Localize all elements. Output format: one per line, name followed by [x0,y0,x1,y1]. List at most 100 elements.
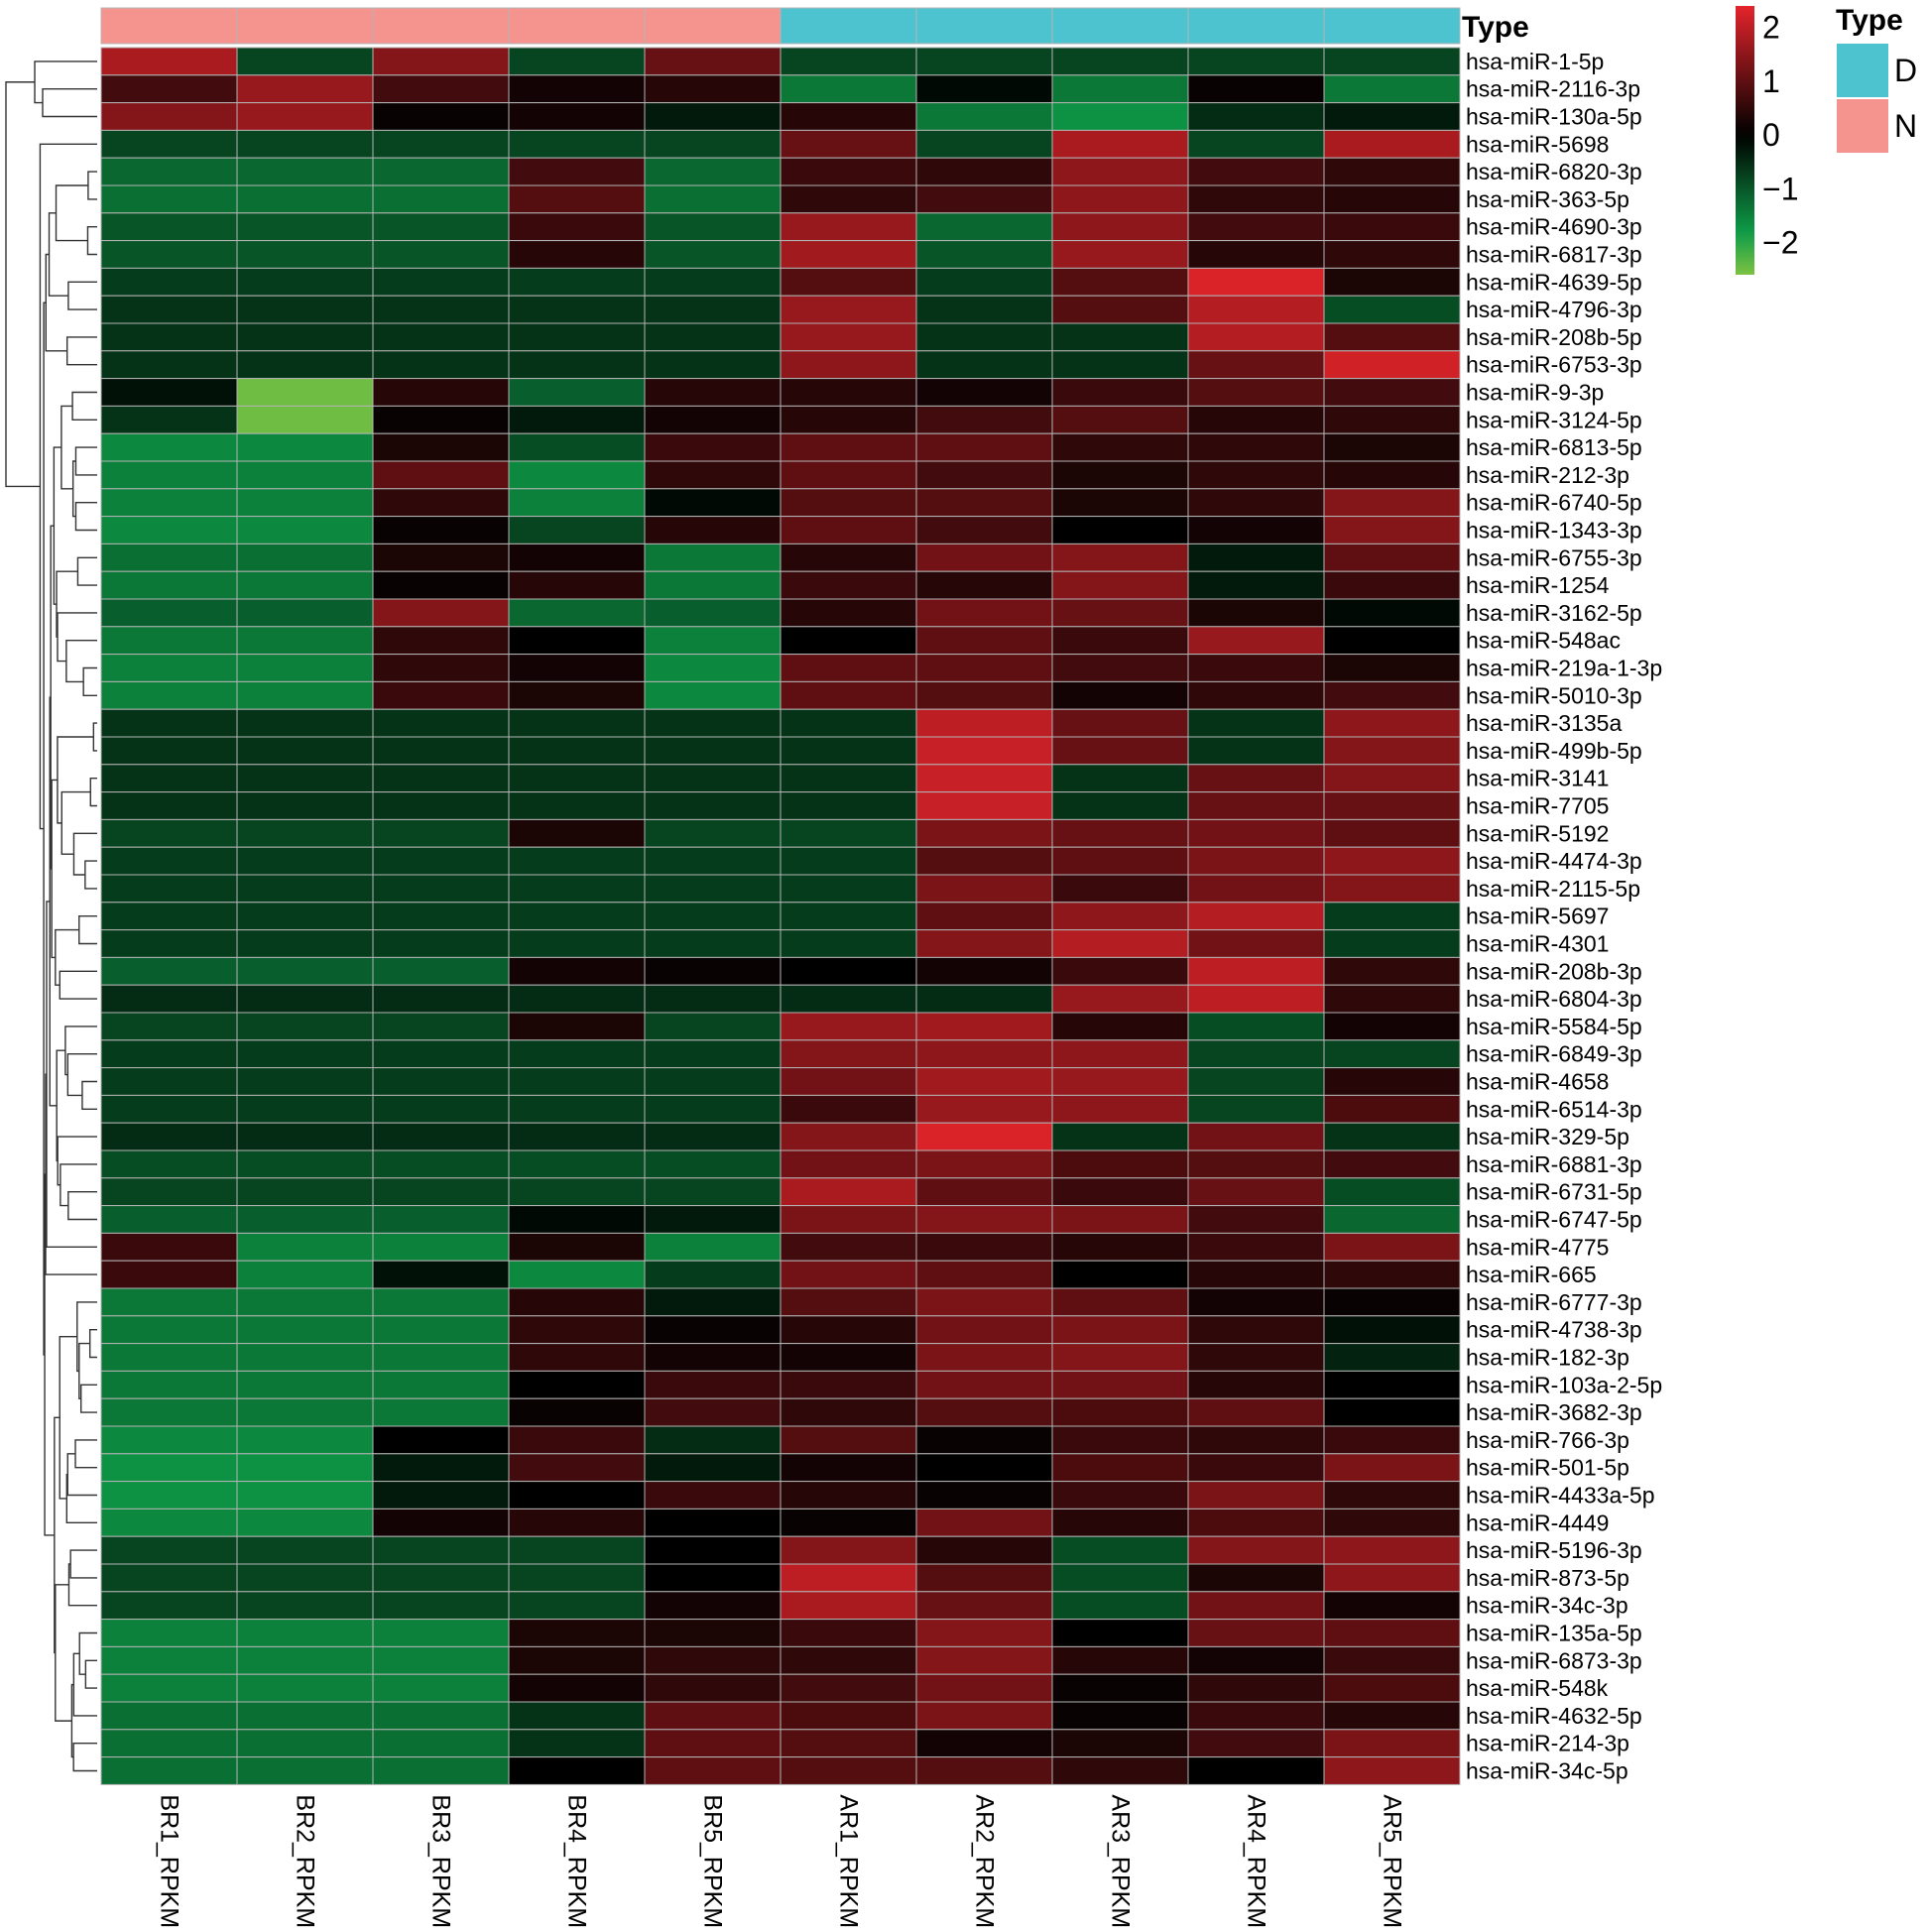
heatmap-cell [372,846,510,876]
heatmap-cell [644,1260,782,1289]
heatmap-cell [1323,295,1461,324]
heatmap-cell [644,570,782,600]
heatmap-cell [1187,1508,1325,1537]
heatmap-cell [780,295,917,324]
heatmap-cell [508,516,646,544]
heatmap-cell [1323,1039,1461,1069]
heatmap-cell [508,1645,646,1675]
heatmap-cell [372,1397,510,1427]
heatmap-cell [915,1729,1053,1758]
heatmap-cell [1187,654,1325,682]
heatmap-cell [644,818,782,848]
row-label: hsa-miR-6777-3p [1466,1289,1642,1315]
heatmap-cell [100,708,238,738]
dendrogram-branch [92,722,97,752]
heatmap-cell [100,680,238,710]
heatmap-cell [644,1673,782,1703]
heatmap-cell [915,516,1053,544]
heatmap-cell [1187,322,1325,352]
dendrogram-branch [55,184,88,242]
heatmap-cell [100,598,238,628]
dendrogram-branch [72,1743,97,1772]
heatmap-cell [644,1701,782,1731]
heatmap-cell [1187,129,1325,159]
heatmap-cell [780,1343,917,1372]
heatmap-cell [1187,818,1325,848]
heatmap-cell [100,654,238,682]
heatmap-cell [644,1508,782,1537]
heatmap-cell [1323,1232,1461,1262]
heatmap-cell [372,1177,510,1207]
heatmap-cell [508,322,646,352]
heatmap-cell [1051,516,1189,544]
dendrogram-branch [84,1659,97,1689]
heatmap-cell [915,129,1053,159]
heatmap-cell [372,1260,510,1289]
heatmap-cell [100,1315,238,1345]
heatmap-cell [780,267,917,297]
heatmap-cell [915,1232,1053,1262]
heatmap-cell [508,846,646,876]
heatmap-cell [236,764,374,793]
heatmap-cell [100,322,238,352]
heatmap-cell [100,1287,238,1317]
heatmap-cell [1051,295,1189,324]
heatmap-cell [508,432,646,462]
row-label: hsa-miR-4796-3p [1466,297,1642,322]
heatmap-cell [915,1619,1053,1647]
heatmap-cell [780,74,917,104]
row-label: hsa-miR-548ac [1466,628,1621,654]
heatmap-cell [372,1012,510,1041]
row-label: hsa-miR-1-5p [1466,49,1604,74]
heatmap-cell [1051,846,1189,876]
heatmap-cell [644,267,782,297]
heatmap-cell [372,680,510,710]
row-label: hsa-miR-34c-5p [1466,1758,1628,1784]
heatmap-cell [236,488,374,518]
row-label: hsa-miR-499b-5p [1466,738,1642,764]
heatmap-cell [1187,1067,1325,1096]
heatmap-cell [100,1481,238,1509]
row-label: hsa-miR-208b-5p [1466,324,1642,350]
heatmap-cell [644,1149,782,1179]
heatmap-cell [1323,1535,1461,1565]
heatmap-cell [1323,432,1461,462]
heatmap-cell [372,791,510,820]
heatmap-cell [372,1067,510,1096]
color-scale-tick-label: −2 [1762,224,1798,260]
column-labels: BR1_RPKM BR2_RPKM BR3_RPKM BR4_RPKM BR5_RPKM… [156,1794,1406,1928]
heatmap-cell [372,267,510,297]
heatmap-cell [780,902,917,931]
heatmap-cell [1323,1370,1461,1399]
type-legend-label-n: N [1894,108,1917,144]
heatmap-cell [236,1094,374,1124]
row-label: hsa-miR-4690-3p [1466,214,1642,240]
heatmap-cell [644,1067,782,1096]
heatmap-cell [372,102,510,131]
heatmap-cell [1051,1205,1189,1234]
heatmap-cell [1051,956,1189,986]
dendrogram-branch [67,1191,97,1221]
heatmap-cell [780,846,917,876]
heatmap-cell [1051,1645,1189,1675]
annotation-cell-br3-rpkm [372,7,510,45]
heatmap-cell [100,1012,238,1041]
heatmap-cell [780,654,917,682]
dendrogram-branch [48,212,68,297]
heatmap-cell [236,570,374,600]
heatmap-cell [1323,736,1461,766]
dendrogram-branch [66,1453,97,1497]
heatmap-cell [236,1232,374,1262]
heatmap-cell [780,1122,917,1151]
heatmap-cell [372,1453,510,1483]
color-scale-tick-label: 1 [1762,63,1780,99]
row-label: hsa-miR-208b-3p [1466,958,1642,984]
heatmap-cell [1323,267,1461,297]
column-label: AR2_RPKM [971,1794,999,1928]
heatmap-cell [780,1149,917,1179]
heatmap-cell [372,874,510,904]
heatmap-cell [780,240,917,269]
heatmap-cell [1051,791,1189,820]
heatmap-cell [915,818,1053,848]
heatmap-cell [780,1205,917,1234]
